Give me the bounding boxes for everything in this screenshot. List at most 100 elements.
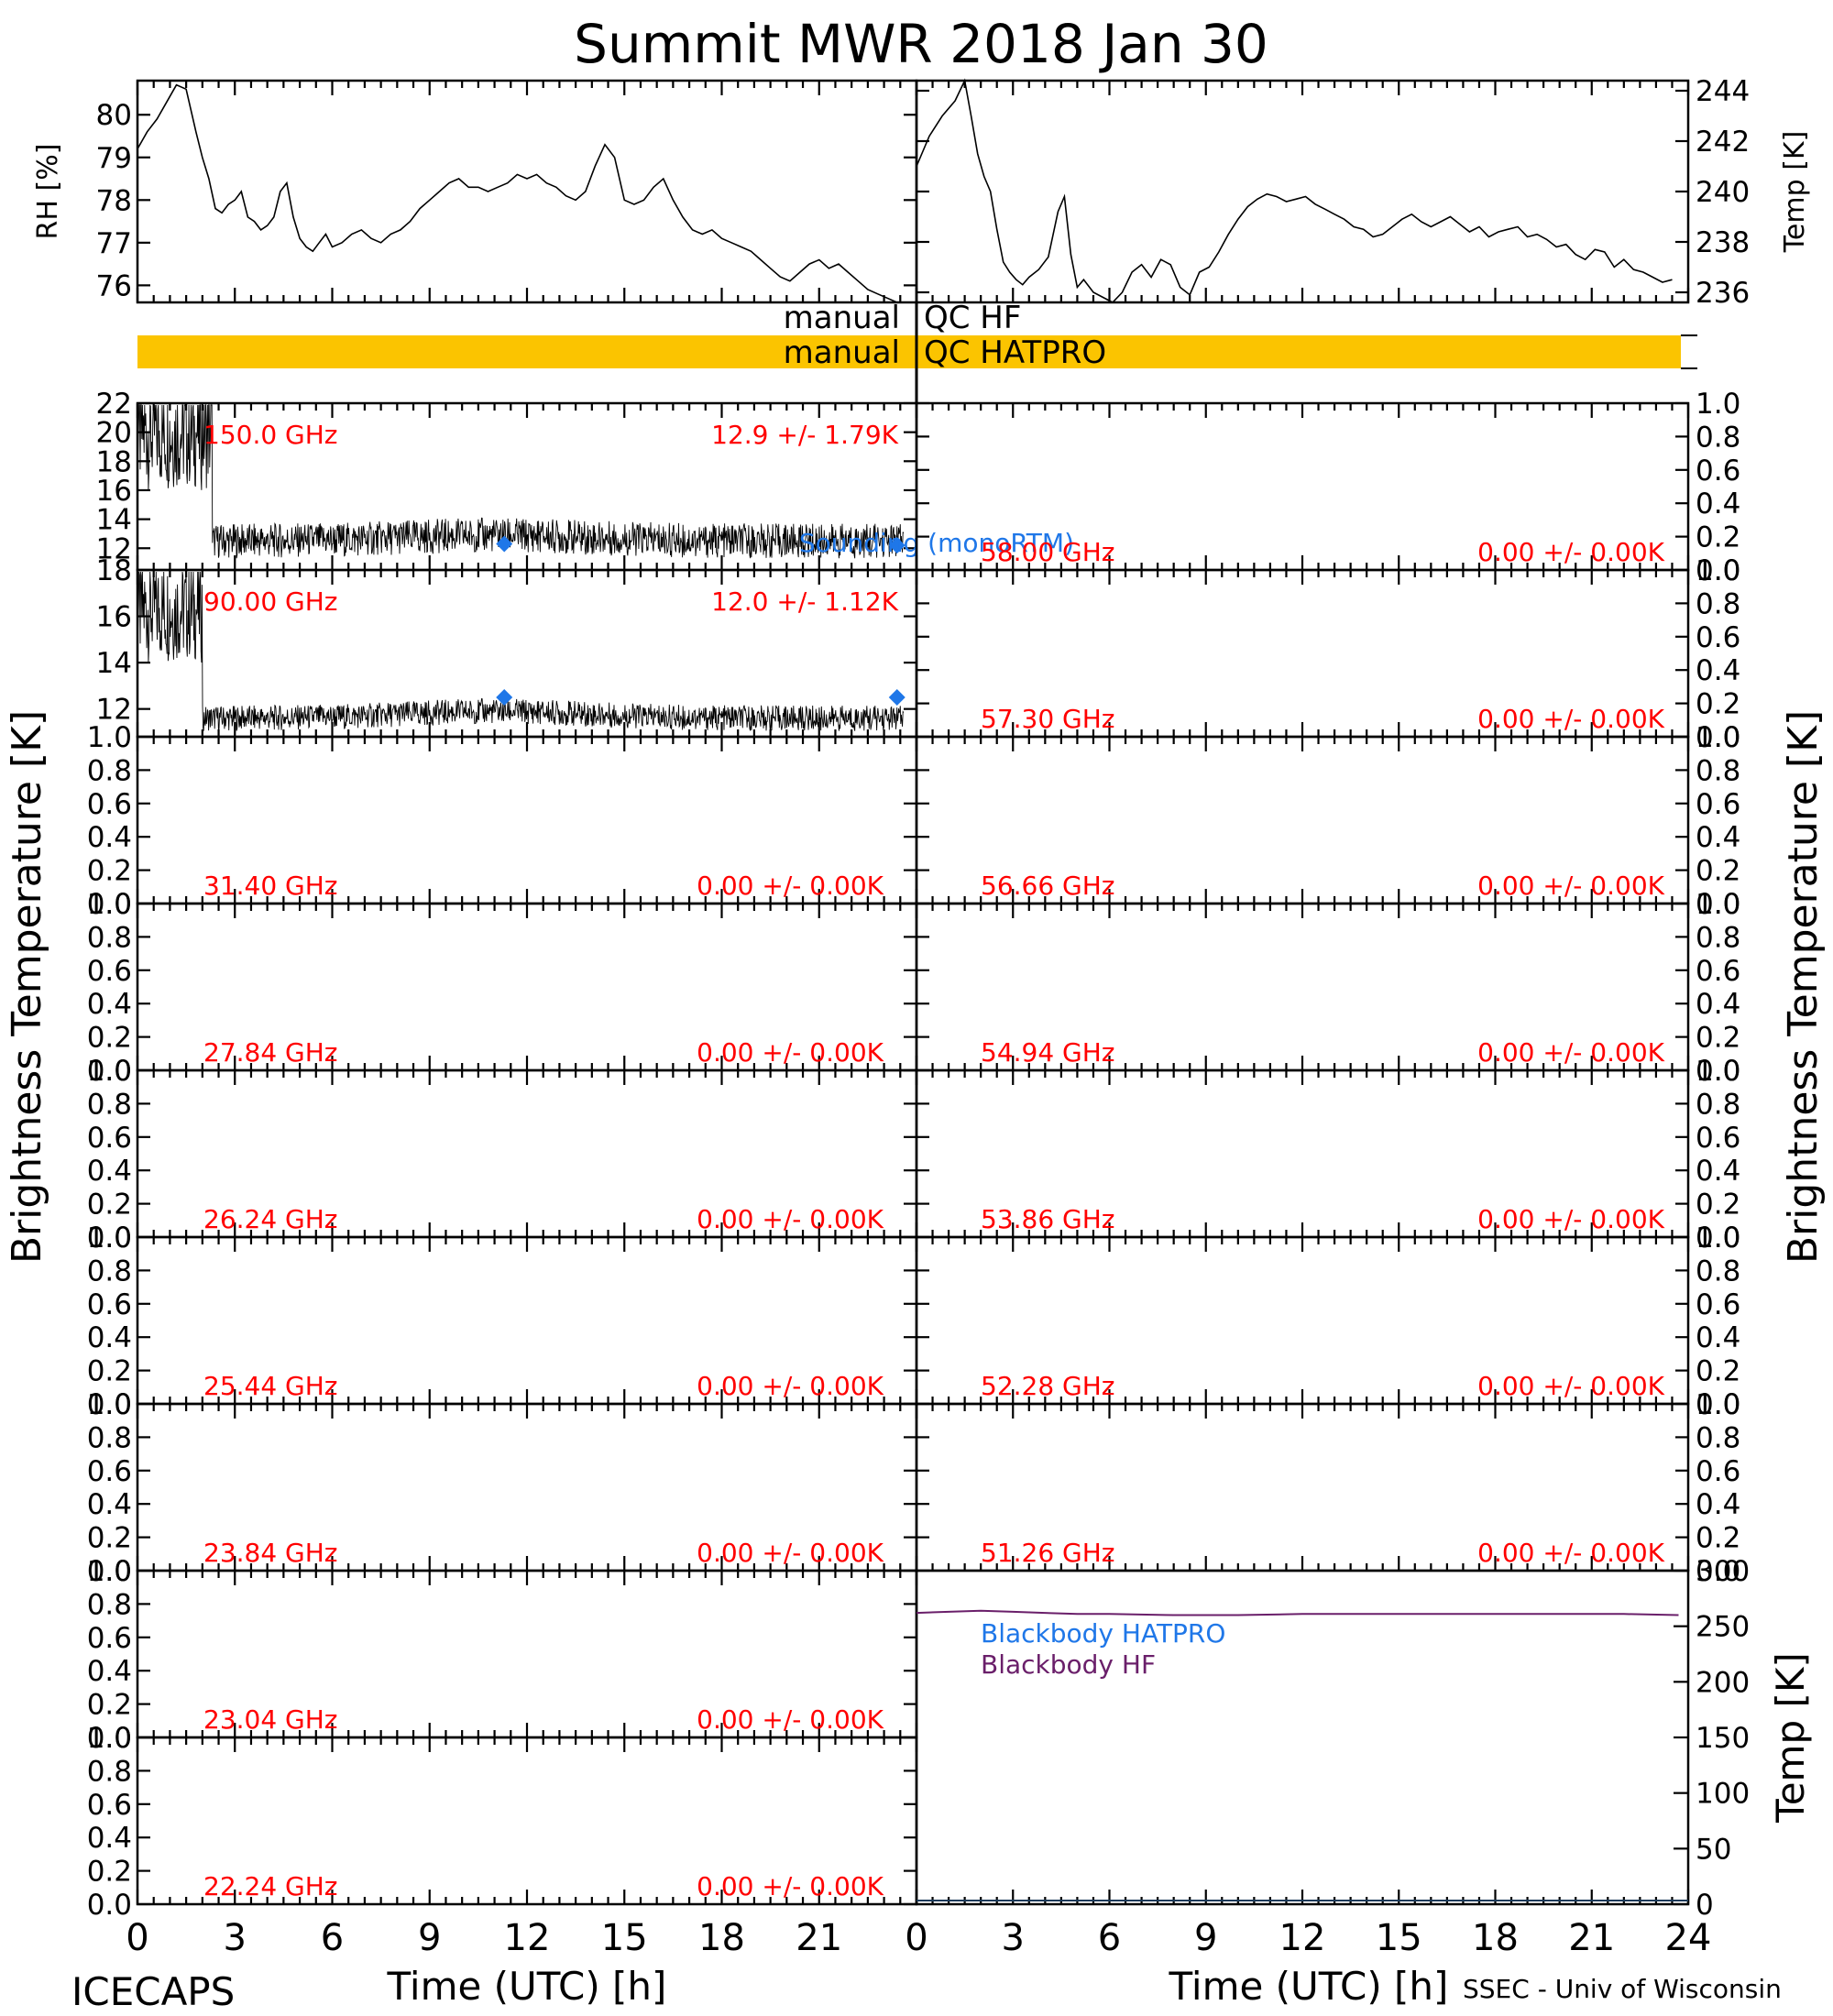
y-tick-label: 14 bbox=[96, 647, 132, 680]
x-tick-label: 15 bbox=[601, 1917, 648, 1959]
y-tick-label: 78 bbox=[96, 184, 132, 217]
y-tick-label: 0.0 bbox=[87, 888, 132, 921]
y-tick-label: 0.8 bbox=[1696, 1255, 1740, 1287]
footer-left: ICECAPS bbox=[71, 1969, 235, 2014]
y-tick-label: 0.8 bbox=[87, 921, 132, 954]
freq-label: 23.84 GHz bbox=[203, 1538, 338, 1568]
x-axis-label-left: Time (UTC) [h] bbox=[387, 1964, 667, 2009]
y-tick-label: 77 bbox=[96, 227, 132, 260]
y-tick-label: 16 bbox=[96, 475, 132, 508]
y-tick-label: 150 bbox=[1696, 1722, 1750, 1755]
y-tick-label: 0.6 bbox=[87, 1622, 132, 1655]
y-tick-label: 20 bbox=[96, 417, 132, 450]
y-tick-label: 0.4 bbox=[87, 1155, 132, 1188]
freq-label: 57.30 GHz bbox=[981, 704, 1115, 734]
y-tick-label: 0.6 bbox=[87, 1288, 132, 1321]
y-tick-label: 0.8 bbox=[1696, 1421, 1740, 1454]
sounding-point bbox=[496, 535, 513, 553]
y-tick-label: 0.4 bbox=[87, 988, 132, 1021]
chart-title: Summit MWR 2018 Jan 30 bbox=[574, 13, 1268, 75]
sounding-point bbox=[496, 689, 513, 707]
y-tick-label: 0.0 bbox=[87, 1555, 132, 1588]
y-tick-label: 1.0 bbox=[87, 1388, 132, 1421]
y-tick-label: 1.0 bbox=[87, 1722, 132, 1755]
freq-label: 58.00 GHz bbox=[981, 537, 1115, 567]
y-tick-label: 0.2 bbox=[1696, 1022, 1740, 1055]
y-tick-label: 0.2 bbox=[1696, 1522, 1740, 1555]
y-tick-label: 0.6 bbox=[87, 955, 132, 988]
y-tick-label: 0.2 bbox=[87, 1522, 132, 1555]
y-tick-label: 76 bbox=[96, 269, 132, 302]
y-tick-label: 0.4 bbox=[87, 1321, 132, 1354]
x-tick-label: 9 bbox=[418, 1917, 441, 1959]
stats-label: 12.9 +/- 1.79K bbox=[711, 420, 898, 450]
stats-label: 0.00 +/- 0.00K bbox=[697, 871, 884, 901]
footer-right: SSEC - Univ of Wisconsin bbox=[1463, 1974, 1782, 2004]
x-tick-label: 3 bbox=[224, 1917, 247, 1959]
y-tick-label: 0.6 bbox=[87, 1122, 132, 1155]
y-tick-label: 18 bbox=[96, 445, 132, 478]
y-tick-label: 1.0 bbox=[87, 1222, 132, 1255]
rh-panel bbox=[136, 79, 918, 304]
x-axis-label-right: Time (UTC) [h] bbox=[1169, 1964, 1449, 2009]
y-tick-label: 0.4 bbox=[1696, 1321, 1740, 1354]
stats-label: 0.00 +/- 0.00K bbox=[697, 1871, 884, 1901]
x-tick-label: 21 bbox=[796, 1917, 842, 1959]
tb-axis-label-left: Brightness Temperature [K] bbox=[4, 710, 50, 1264]
freq-label: 22.24 GHz bbox=[203, 1871, 338, 1901]
y-tick-label: 0.6 bbox=[1696, 788, 1740, 821]
y-tick-label: 0.6 bbox=[87, 1789, 132, 1822]
stats-label: 0.00 +/- 0.00K bbox=[697, 1371, 884, 1401]
y-tick-label: 0.2 bbox=[1696, 521, 1740, 554]
y-tick-label: 0.8 bbox=[1696, 587, 1740, 620]
y-tick-label: 22 bbox=[96, 388, 132, 421]
freq-label: 31.40 GHz bbox=[203, 871, 338, 901]
y-tick-label: 0.4 bbox=[1696, 488, 1740, 520]
x-tick-label: 24 bbox=[1665, 1917, 1712, 1959]
y-tick-label: 0.2 bbox=[87, 1355, 132, 1388]
y-tick-label: 0.4 bbox=[87, 1822, 132, 1855]
y-tick-label: 0.6 bbox=[1696, 1122, 1740, 1155]
freq-label: 150.0 GHz bbox=[203, 420, 338, 450]
stats-label: 0.00 +/- 0.00K bbox=[1477, 1037, 1664, 1068]
y-tick-label: 14 bbox=[96, 504, 132, 537]
x-tick-label: 0 bbox=[905, 1917, 927, 1959]
y-tick-label: 0.0 bbox=[1696, 554, 1740, 587]
y-tick-label: 0.2 bbox=[1696, 1189, 1740, 1222]
y-tick-label: 0.8 bbox=[1696, 921, 1740, 954]
temp-axis-label: Temp [K] bbox=[1779, 131, 1811, 254]
y-tick-label: 0.0 bbox=[87, 1055, 132, 1088]
y-tick-label: 0.0 bbox=[1696, 1222, 1740, 1255]
y-tick-label: 0.2 bbox=[87, 1189, 132, 1222]
x-tick-label: 9 bbox=[1194, 1917, 1217, 1959]
legend-blackbody-hatpro: Blackbody HATPRO bbox=[981, 1618, 1225, 1649]
y-tick-label: 0.0 bbox=[87, 1222, 132, 1255]
stats-label: 0.00 +/- 0.00K bbox=[1477, 871, 1664, 901]
y-tick-label: 250 bbox=[1696, 1611, 1750, 1644]
qc-hatpro-bar bbox=[137, 335, 1681, 368]
y-tick-label: 0.6 bbox=[1696, 1455, 1740, 1488]
legend-blackbody-hf: Blackbody HF bbox=[981, 1649, 1156, 1680]
x-tick-label: 6 bbox=[321, 1917, 344, 1959]
y-tick-label: 0.4 bbox=[1696, 821, 1740, 854]
stats-label: 12.0 +/- 1.12K bbox=[711, 586, 898, 617]
stats-label: 0.00 +/- 0.00K bbox=[697, 1037, 884, 1068]
qc-hf-label-right: QC HF bbox=[924, 300, 1021, 336]
x-tick-label: 6 bbox=[1098, 1917, 1121, 1959]
y-tick-label: 0.8 bbox=[87, 1255, 132, 1287]
y-tick-label: 0.8 bbox=[87, 754, 132, 787]
x-tick-label: 21 bbox=[1568, 1917, 1615, 1959]
y-tick-label: 1.0 bbox=[87, 1055, 132, 1088]
stats-label: 0.00 +/- 0.00K bbox=[697, 1704, 884, 1735]
y-tick-label: 0.8 bbox=[1696, 754, 1740, 787]
x-tick-label: 18 bbox=[698, 1917, 745, 1959]
y-tick-label: 0.6 bbox=[1696, 621, 1740, 654]
x-tick-label: 0 bbox=[126, 1917, 148, 1959]
rh-series-line bbox=[137, 83, 898, 303]
y-tick-label: 80 bbox=[96, 99, 132, 132]
freq-label: 53.86 GHz bbox=[981, 1204, 1115, 1234]
freq-label: 23.04 GHz bbox=[203, 1704, 338, 1735]
y-tick-label: 0.8 bbox=[87, 1421, 132, 1454]
y-tick-label: 0.4 bbox=[1696, 1488, 1740, 1521]
